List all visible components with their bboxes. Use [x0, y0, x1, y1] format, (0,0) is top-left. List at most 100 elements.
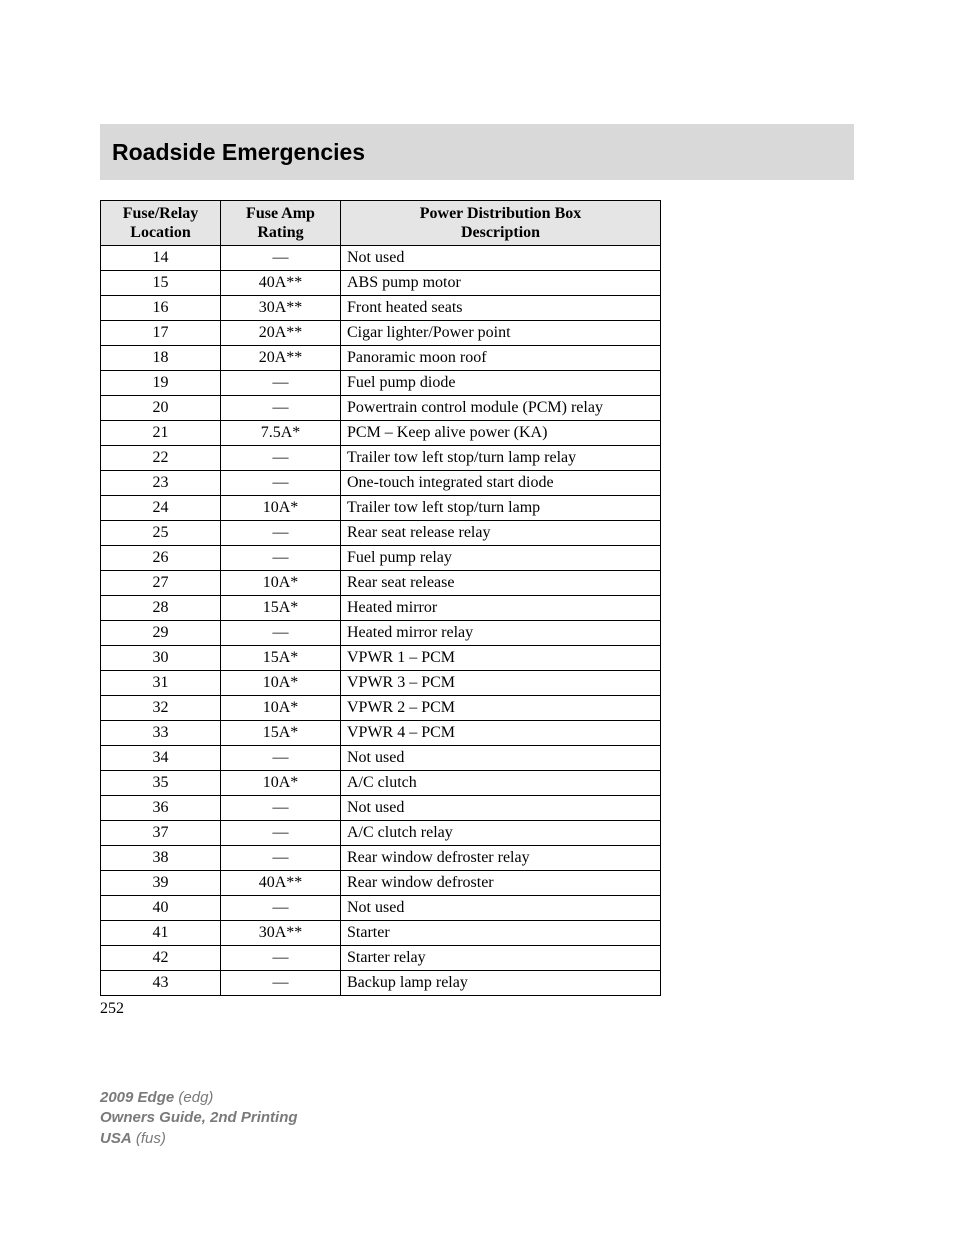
table-row: 3110A*VPWR 3 – PCM [101, 671, 661, 696]
table-row: 3315A*VPWR 4 – PCM [101, 721, 661, 746]
col-header-text: Fuse/Relay [123, 205, 199, 222]
cell-description: Backup lamp relay [341, 971, 661, 996]
cell-description: Heated mirror [341, 596, 661, 621]
table-row: 20—Powertrain control module (PCM) relay [101, 396, 661, 421]
cell-location: 33 [101, 721, 221, 746]
cell-rating: 30A** [221, 296, 341, 321]
table-row: 26—Fuel pump relay [101, 546, 661, 571]
col-header-text: Location [130, 224, 190, 241]
cell-location: 22 [101, 446, 221, 471]
col-header-text: Fuse Amp [246, 205, 315, 222]
cell-rating: — [221, 396, 341, 421]
cell-description: Trailer tow left stop/turn lamp relay [341, 446, 661, 471]
cell-description: A/C clutch [341, 771, 661, 796]
table-header-row: Fuse/Relay Location Fuse Amp Rating Powe… [101, 201, 661, 246]
col-header-location: Fuse/Relay Location [101, 201, 221, 246]
cell-location: 17 [101, 321, 221, 346]
cell-description: Fuel pump relay [341, 546, 661, 571]
cell-location: 35 [101, 771, 221, 796]
table-row: 23—One-touch integrated start diode [101, 471, 661, 496]
cell-location: 38 [101, 846, 221, 871]
cell-rating: — [221, 946, 341, 971]
cell-rating: 40A** [221, 271, 341, 296]
cell-description: Front heated seats [341, 296, 661, 321]
cell-rating: 15A* [221, 596, 341, 621]
section-title: Roadside Emergencies [112, 139, 365, 166]
cell-location: 36 [101, 796, 221, 821]
cell-rating: 15A* [221, 721, 341, 746]
cell-rating: — [221, 796, 341, 821]
cell-location: 25 [101, 521, 221, 546]
table-row: 40—Not used [101, 896, 661, 921]
cell-location: 26 [101, 546, 221, 571]
cell-rating: 10A* [221, 771, 341, 796]
col-header-text: Rating [257, 224, 303, 241]
footer-model: Edge [138, 1089, 175, 1106]
table-row: 43—Backup lamp relay [101, 971, 661, 996]
cell-rating: 15A* [221, 646, 341, 671]
footer: 2009 Edge (edg) Owners Guide, 2nd Printi… [100, 1088, 298, 1149]
cell-description: Trailer tow left stop/turn lamp [341, 496, 661, 521]
page-number: 252 [100, 1000, 124, 1018]
cell-description: VPWR 2 – PCM [341, 696, 661, 721]
cell-rating: 10A* [221, 571, 341, 596]
cell-location: 41 [101, 921, 221, 946]
footer-code: (edg) [178, 1089, 213, 1106]
cell-location: 43 [101, 971, 221, 996]
cell-rating: 10A* [221, 496, 341, 521]
cell-location: 29 [101, 621, 221, 646]
cell-location: 20 [101, 396, 221, 421]
table-row: 3940A**Rear window defroster [101, 871, 661, 896]
cell-rating: — [221, 546, 341, 571]
col-header-rating: Fuse Amp Rating [221, 201, 341, 246]
table-row: 2410A*Trailer tow left stop/turn lamp [101, 496, 661, 521]
cell-description: Rear window defroster relay [341, 846, 661, 871]
footer-line-1: 2009 Edge (edg) [100, 1088, 298, 1108]
table-row: 3510A*A/C clutch [101, 771, 661, 796]
table-row: 2710A*Rear seat release [101, 571, 661, 596]
table-row: 1820A**Panoramic moon roof [101, 346, 661, 371]
table-row: 1540A**ABS pump motor [101, 271, 661, 296]
col-header-description: Power Distribution Box Description [341, 201, 661, 246]
footer-region: USA [100, 1130, 132, 1147]
table-row: 25—Rear seat release relay [101, 521, 661, 546]
cell-rating: 10A* [221, 671, 341, 696]
cell-location: 19 [101, 371, 221, 396]
table-row: 1720A**Cigar lighter/Power point [101, 321, 661, 346]
cell-location: 21 [101, 421, 221, 446]
cell-description: Panoramic moon roof [341, 346, 661, 371]
section-header: Roadside Emergencies [100, 124, 854, 180]
cell-rating: 40A** [221, 871, 341, 896]
footer-line-3: USA (fus) [100, 1129, 298, 1149]
col-header-text: Description [461, 224, 540, 241]
cell-location: 37 [101, 821, 221, 846]
cell-location: 23 [101, 471, 221, 496]
col-header-text: Power Distribution Box [420, 205, 581, 222]
cell-description: Not used [341, 746, 661, 771]
footer-year: 2009 [100, 1089, 133, 1106]
cell-description: Heated mirror relay [341, 621, 661, 646]
cell-rating: — [221, 846, 341, 871]
cell-description: Cigar lighter/Power point [341, 321, 661, 346]
cell-rating: — [221, 896, 341, 921]
cell-description: Rear seat release relay [341, 521, 661, 546]
cell-description: Not used [341, 896, 661, 921]
cell-location: 24 [101, 496, 221, 521]
cell-location: 40 [101, 896, 221, 921]
cell-location: 15 [101, 271, 221, 296]
footer-region-code: (fus) [136, 1130, 166, 1147]
table-row: 37—A/C clutch relay [101, 821, 661, 846]
cell-description: Not used [341, 796, 661, 821]
cell-description: VPWR 4 – PCM [341, 721, 661, 746]
fuse-table-container: Fuse/Relay Location Fuse Amp Rating Powe… [100, 200, 660, 996]
table-row: 42—Starter relay [101, 946, 661, 971]
cell-description: Not used [341, 246, 661, 271]
cell-description: Rear window defroster [341, 871, 661, 896]
cell-rating: 7.5A* [221, 421, 341, 446]
cell-rating: 30A** [221, 921, 341, 946]
table-row: 217.5A*PCM – Keep alive power (KA) [101, 421, 661, 446]
table-row: 22—Trailer tow left stop/turn lamp relay [101, 446, 661, 471]
table-row: 34—Not used [101, 746, 661, 771]
cell-location: 30 [101, 646, 221, 671]
fuse-table: Fuse/Relay Location Fuse Amp Rating Powe… [100, 200, 661, 996]
